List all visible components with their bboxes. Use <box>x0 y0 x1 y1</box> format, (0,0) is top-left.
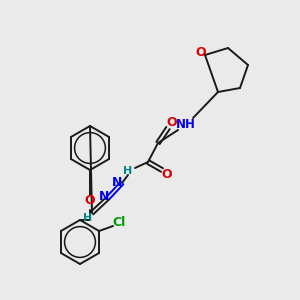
Text: Cl: Cl <box>112 217 126 230</box>
Text: N: N <box>99 190 109 203</box>
Text: O: O <box>162 167 172 181</box>
Text: NH: NH <box>176 118 196 130</box>
Text: H: H <box>123 166 133 176</box>
Text: O: O <box>167 116 177 130</box>
Text: O: O <box>85 194 95 206</box>
Text: N: N <box>112 176 122 188</box>
Text: O: O <box>196 46 206 59</box>
Text: H: H <box>83 213 93 223</box>
